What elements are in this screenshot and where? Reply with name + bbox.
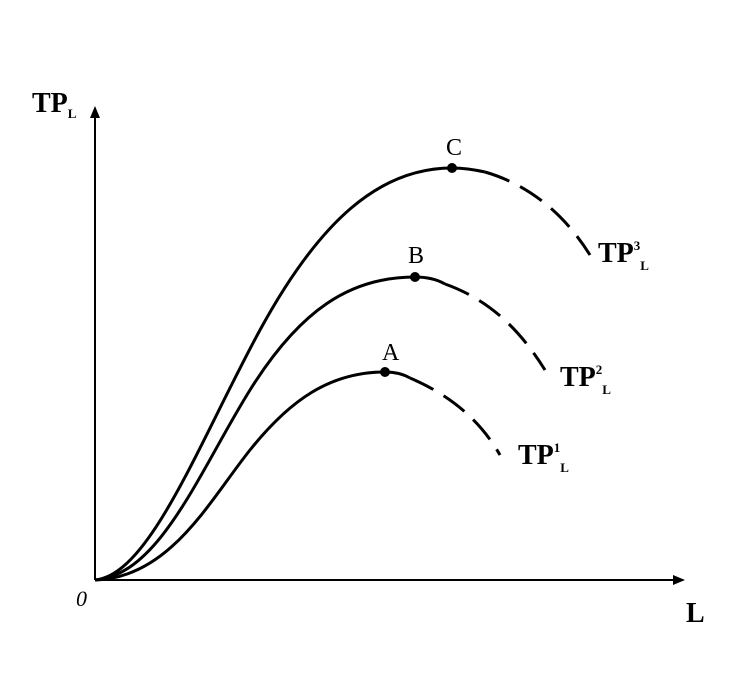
label-part: L (560, 460, 569, 475)
origin-label: 0 (76, 586, 87, 611)
curve-c-dashed (484, 170, 592, 256)
curve-b (94, 275, 446, 582)
label-part: L (640, 258, 649, 273)
curve-c (94, 166, 486, 582)
label-part: 2 (596, 362, 603, 377)
curve-b-dashed (444, 282, 547, 371)
curve-a (94, 370, 411, 582)
label-part: TP (560, 362, 596, 393)
y-axis-label: TPL (32, 88, 77, 121)
label-part: 1 (554, 440, 561, 455)
curve-label: TP3 L (598, 238, 649, 273)
point-label: C (446, 135, 462, 161)
curve-a-dashed (409, 376, 502, 456)
point-label: A (382, 340, 400, 366)
curve-label: TP1 L (518, 440, 569, 475)
label-part: TP (518, 440, 554, 471)
x-axis-label: L (686, 598, 705, 629)
label-part: TP (598, 238, 634, 269)
point-label: B (408, 243, 424, 269)
point-b (410, 272, 420, 282)
point-c (447, 163, 457, 173)
curve-label: TP2 L (560, 362, 611, 397)
label-part: TP (32, 88, 68, 119)
label-part: L (602, 382, 611, 397)
point-a (380, 367, 390, 377)
label-part: L (68, 106, 77, 121)
label-part: 3 (634, 238, 641, 253)
